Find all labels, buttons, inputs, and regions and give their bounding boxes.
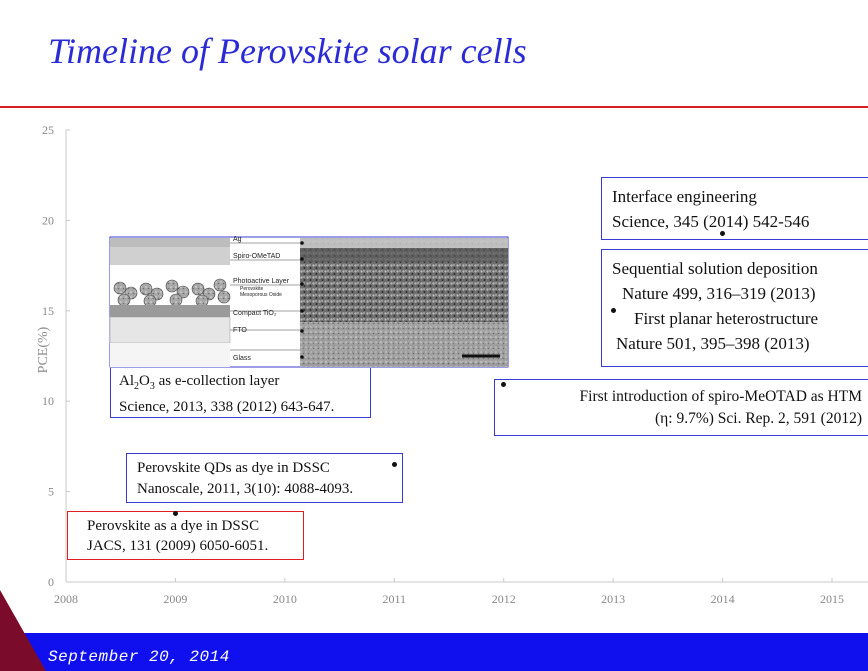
annotation-2013: Sequential solution deposition Nature 49…: [601, 249, 868, 367]
x-tick-label: 2009: [163, 592, 187, 606]
data-point-0: [172, 510, 178, 516]
data-point-1: [391, 461, 397, 467]
annotation-2009: Perovskite as a dye in DSSC JACS, 131 (2…: [67, 511, 304, 560]
inset-label-perovskite: Perovskite: [240, 286, 264, 292]
inset-label-fto: FTO: [233, 327, 247, 334]
y-axis-label: PCE(%): [36, 326, 51, 373]
y-tick-label: 10: [42, 394, 54, 408]
ag-layer: [110, 238, 230, 247]
device-structure-inset: Ag Spiro-OMeTAD Photoactive Layer Perovs…: [109, 236, 509, 368]
annotation-2011: Perovskite QDs as dye in DSSC Nanoscale,…: [126, 453, 403, 503]
inset-label-photoactive: Photoactive Layer: [233, 278, 290, 285]
x-tick-label: 2011: [383, 592, 407, 606]
perovskite-clusters: [113, 278, 231, 308]
annotation-2012-spiro: First introduction of spiro-MeOTAD as HT…: [494, 379, 868, 436]
x-tick-label: 2015: [820, 592, 844, 606]
inset-label-mesoporous: Mesoporous Oxide: [240, 292, 282, 298]
inset-label-tio2: Compact TiO₂: [233, 310, 277, 317]
footer-accent-triangle: [0, 590, 46, 671]
data-point-2: [501, 382, 507, 388]
inset-label-ag: Ag: [233, 236, 242, 243]
y-tick-label: 15: [42, 304, 54, 318]
inset-label-spiro: Spiro-OMeTAD: [233, 253, 280, 260]
footer-bar: [0, 633, 868, 671]
slide-title: Timeline of Perovskite solar cells: [48, 31, 527, 71]
x-tick-label: 2014: [711, 592, 735, 606]
fto-layer: [109, 316, 231, 344]
annotation-2012-al2o3: Al2O3 as e-collection layer Science, 201…: [110, 368, 371, 418]
compact-tio2-layer: [110, 305, 230, 317]
y-tick-label: 25: [42, 123, 54, 137]
title-divider: [0, 106, 868, 108]
y-tick-label: 0: [48, 575, 54, 589]
x-tick-label: 2012: [492, 592, 516, 606]
inset-label-glass: Glass: [233, 355, 251, 362]
data-point-4: [720, 230, 726, 236]
spiro-layer: [110, 247, 230, 265]
y-tick-label: 5: [48, 485, 54, 499]
x-tick-label: 2013: [601, 592, 625, 606]
data-point-3: [610, 308, 616, 314]
annotation-2014: Interface engineering Science, 345 (2014…: [601, 177, 868, 240]
footer-date: September 20, 2014: [48, 648, 230, 666]
glass-layer: [110, 343, 230, 367]
y-tick-label: 20: [42, 213, 54, 227]
x-tick-label: 2010: [273, 592, 297, 606]
x-tick-label: 2008: [54, 592, 78, 606]
